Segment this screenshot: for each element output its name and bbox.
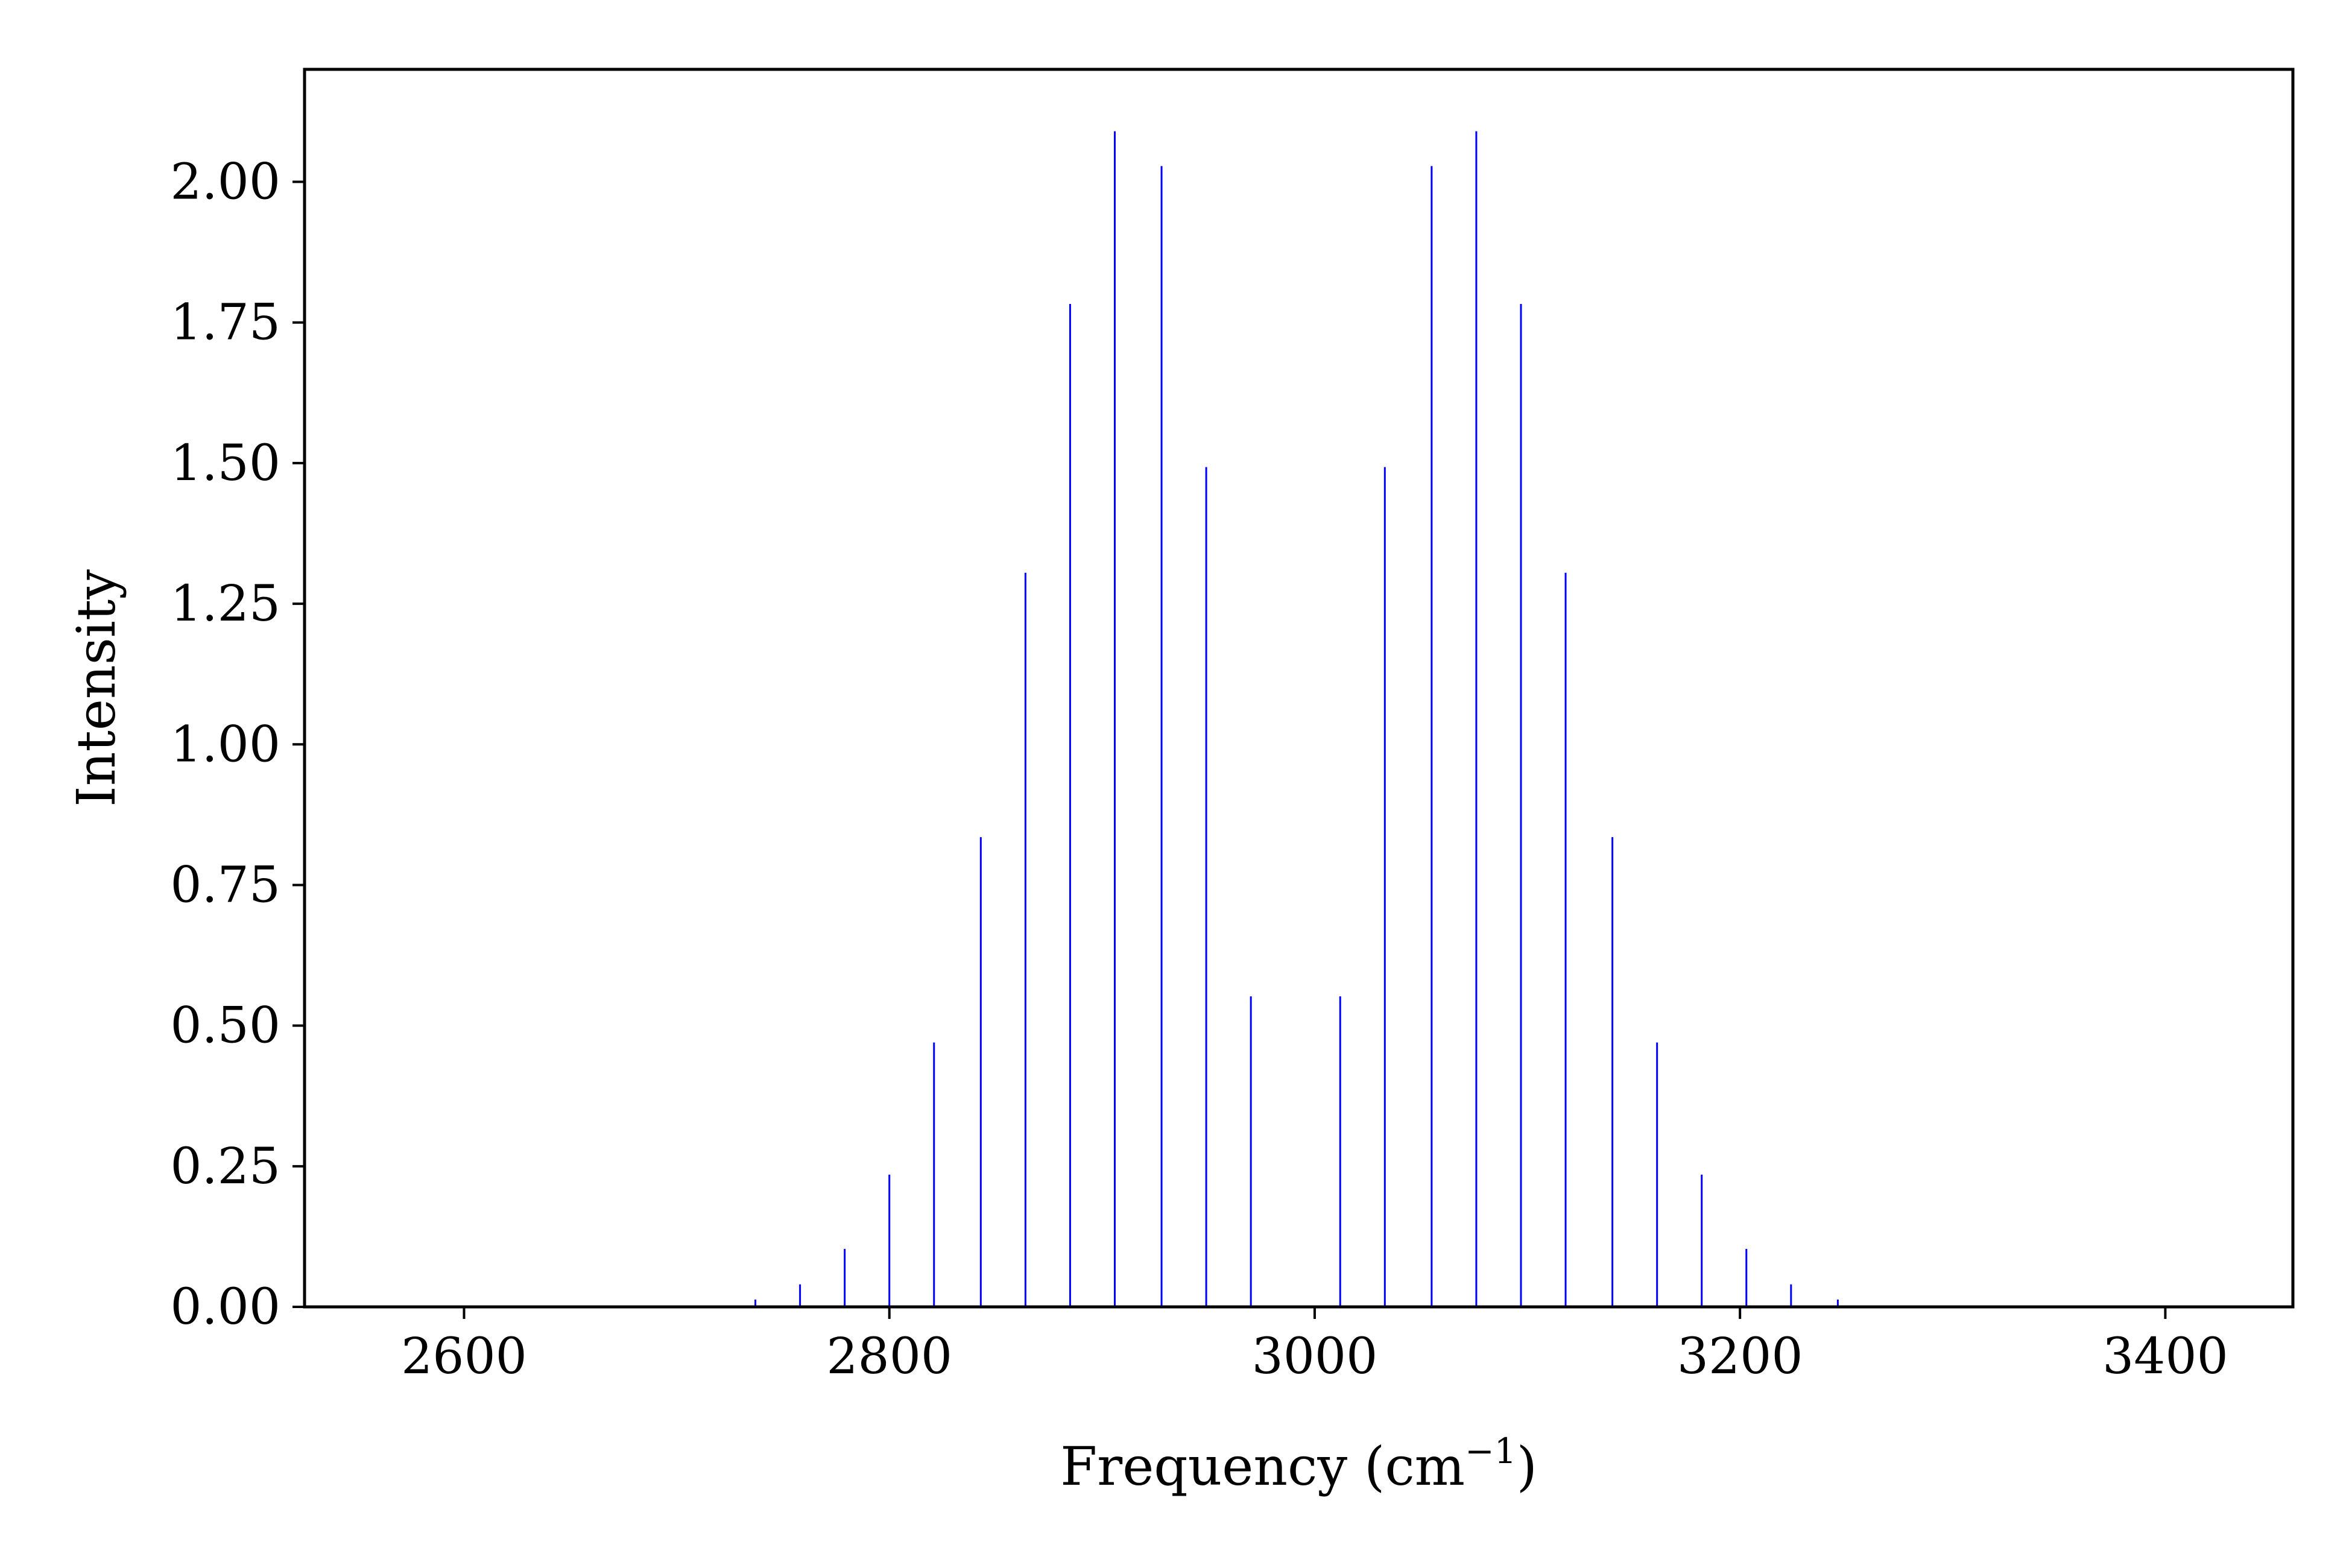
y-axis-ticks: 0.00 0.25 0.50 0.75 1.00 1.25 1.50 1.75 2.00 [170, 154, 305, 1336]
y-tick-label: 0.50 [170, 997, 280, 1055]
plot-frame [303, 68, 2295, 1309]
x-axis-label: Frequency (cm−1) [1060, 1430, 1537, 1497]
y-tick-label: 1.75 [170, 294, 280, 352]
x-tick-label: 2600 [401, 1328, 527, 1385]
x-tick-label: 3200 [1677, 1328, 1803, 1385]
y-tick-label: 1.00 [170, 716, 280, 773]
x-axis-label-superscript: −1 [1465, 1430, 1517, 1472]
x-axis-label-text: Frequency (cm [1060, 1435, 1465, 1497]
x-tick-label: 3400 [2102, 1328, 2228, 1385]
y-tick-label: 0.25 [170, 1138, 280, 1195]
x-tick-label: 2800 [826, 1328, 952, 1385]
y-tick-label: 0.00 [170, 1279, 280, 1336]
x-axis-ticks: 2600 2800 3000 3200 3400 [401, 1307, 2228, 1385]
y-axis-label: Intensity [65, 569, 127, 807]
y-tick-label: 1.50 [170, 435, 280, 492]
y-tick-label: 2.00 [170, 154, 280, 211]
y-tick-label: 0.75 [170, 856, 280, 914]
spectrum-sticks [710, 131, 1883, 1307]
x-tick-label: 3000 [1252, 1328, 1378, 1385]
y-tick-label: 1.25 [170, 575, 280, 633]
x-axis-label-suffix: ) [1517, 1435, 1537, 1497]
